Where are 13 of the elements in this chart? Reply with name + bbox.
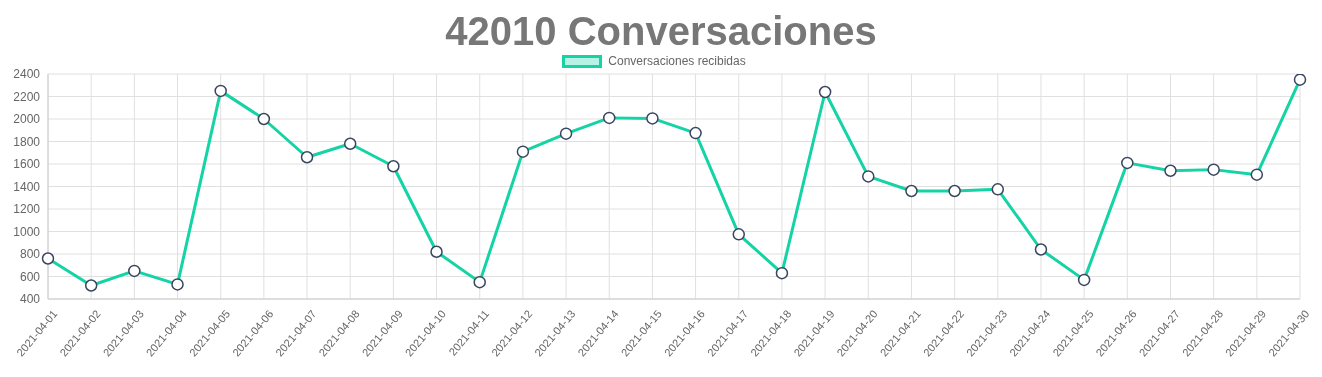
y-tick-label: 800	[19, 247, 41, 262]
y-tick-label: 2200	[13, 89, 41, 104]
y-tick-label: 1000	[13, 224, 41, 239]
y-tick-label: 600	[19, 269, 41, 284]
y-tick-label: 1800	[13, 134, 41, 149]
legend-label: Conversaciones recibidas	[608, 54, 746, 68]
y-tick-label: 400	[19, 292, 41, 307]
y-tick-label: 2400	[13, 67, 41, 82]
y-tick-label: 1600	[13, 157, 41, 172]
y-tick-label: 1400	[13, 179, 41, 194]
chart-title: 42010 Conversaciones	[444, 8, 878, 54]
y-tick-label: 2000	[13, 112, 41, 127]
y-tick-label: 1200	[13, 202, 41, 217]
